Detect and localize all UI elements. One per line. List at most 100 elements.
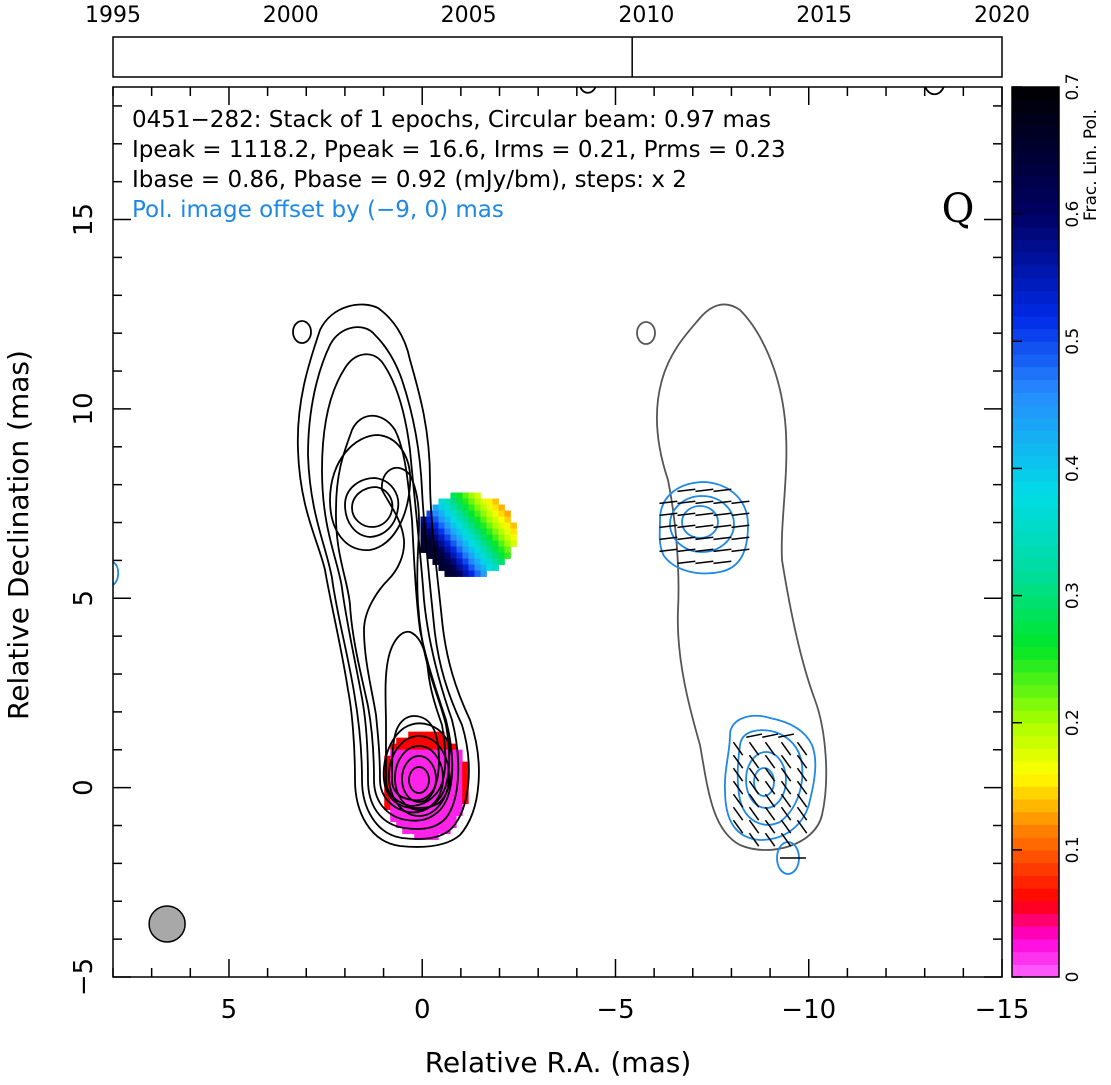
pol-pixel (504, 540, 511, 547)
contour-i-10 (394, 745, 444, 811)
colorbar-step (1012, 493, 1059, 508)
pol-pixel (474, 534, 481, 541)
pol-pixel (480, 504, 487, 511)
pol-pixel (396, 773, 403, 781)
pol-pixel (456, 797, 463, 805)
pol-pixel (450, 809, 457, 817)
pol-pixel (468, 522, 475, 529)
pol-pixel (486, 564, 493, 571)
contour-i-knot-1 (329, 434, 412, 551)
pol-pixel (396, 749, 403, 757)
pol-pixel (444, 516, 451, 523)
pol-pixel (486, 522, 493, 529)
evpa-tick (748, 793, 760, 808)
pol-pixel (450, 540, 457, 547)
pol-pixel (438, 528, 445, 535)
pol-pixel (504, 546, 511, 553)
y-axis-title: Relative Declination (mas) (2, 350, 35, 720)
evpa-tick (713, 560, 732, 565)
pol-core-mid (736, 729, 804, 826)
pol-pixel (462, 761, 469, 769)
pol-pixel (468, 540, 475, 547)
pol-pixel (468, 564, 475, 571)
evpa-tick (780, 819, 792, 834)
pol-pixel (414, 815, 421, 823)
contour-i-8 (382, 722, 454, 809)
pol-pixel (426, 749, 433, 757)
pol-pixel (474, 552, 481, 559)
colorbar-step (1012, 786, 1059, 800)
colorbar-tick-label: 0 (1063, 972, 1083, 983)
pol-pixel (438, 737, 445, 745)
evpa-tick (780, 741, 792, 756)
colorbar-step (1012, 633, 1059, 648)
pol-pixel (456, 498, 463, 505)
info-block: 0451−282: Stack of 1 epochs, Circular be… (132, 107, 786, 223)
y-tick-label: 15 (69, 203, 99, 236)
pol-pixel (468, 552, 475, 559)
y-tick-label: −5 (69, 958, 99, 996)
pol-pixel (438, 743, 445, 751)
pol-pixel (492, 498, 499, 505)
pol-pixel (444, 534, 451, 541)
colorbar-step (1012, 811, 1059, 826)
pol-pixel (426, 540, 433, 547)
pol-pixel (438, 540, 445, 547)
pol-pixel (456, 809, 463, 817)
colorbar-step (1012, 938, 1059, 953)
pol-knot-outer (658, 481, 749, 575)
pol-pixel (432, 737, 439, 745)
pol-pixel (498, 534, 505, 541)
pol-pixel (426, 516, 433, 523)
pol-pixel (402, 797, 409, 805)
pol-pixel (426, 821, 433, 829)
pol-pixel (402, 827, 409, 835)
evpa-tick (796, 806, 808, 821)
pol-pixel (504, 522, 511, 529)
colorbar-step (1012, 595, 1059, 609)
pol-pixel (444, 504, 451, 511)
colorbar-step (1012, 773, 1059, 787)
evpa-tick (677, 560, 696, 565)
evpa-tick (659, 512, 678, 517)
pol-pixel (408, 731, 415, 739)
evpa-tick (796, 741, 808, 756)
pol-pixel (420, 534, 427, 541)
x-axis-title: Relative R.A. (mas) (425, 1046, 692, 1079)
evpa-tick (780, 793, 792, 808)
pol-pixel (414, 821, 421, 829)
pol-pixel (450, 528, 457, 535)
colorbar-step (1012, 176, 1059, 190)
pol-pixel (492, 564, 499, 571)
evpa-tick (695, 512, 714, 517)
pol-pixel (456, 510, 463, 517)
evpa-tick (746, 733, 763, 738)
colorbar-step (1012, 430, 1059, 444)
pol-pixel (474, 522, 481, 529)
evpa-tick (780, 780, 792, 795)
pol-pixel (396, 761, 403, 769)
pol-pixel (498, 510, 505, 517)
colorbar-ticks: 0 0.1 0.2 0.3 0.4 0.5 0.6 0.7 (1012, 73, 1083, 982)
colorbar-step (1012, 900, 1059, 915)
pol-pixel (444, 815, 451, 823)
pol-pixel (426, 552, 433, 559)
pol-pixel (450, 773, 457, 781)
pol-pixel (420, 540, 427, 547)
pol-pixel (462, 498, 469, 505)
pol-pixel (456, 540, 463, 547)
timeline-year-label: 2020 (974, 3, 1030, 28)
pol-pixel (396, 809, 403, 817)
colorbar-frame (1011, 86, 1060, 978)
pol-pixel (456, 522, 463, 529)
contour-i-9 (388, 735, 450, 817)
pol-pixel (450, 785, 457, 793)
pol-pixel (390, 779, 397, 787)
colorbar-step (1012, 404, 1059, 419)
colorbar-step (1012, 710, 1059, 724)
evpa-tick (732, 754, 744, 769)
pol-pixel (432, 540, 439, 547)
pol-pixel (450, 570, 457, 577)
evpa-tick (732, 741, 744, 756)
evpa-tick (796, 819, 808, 834)
